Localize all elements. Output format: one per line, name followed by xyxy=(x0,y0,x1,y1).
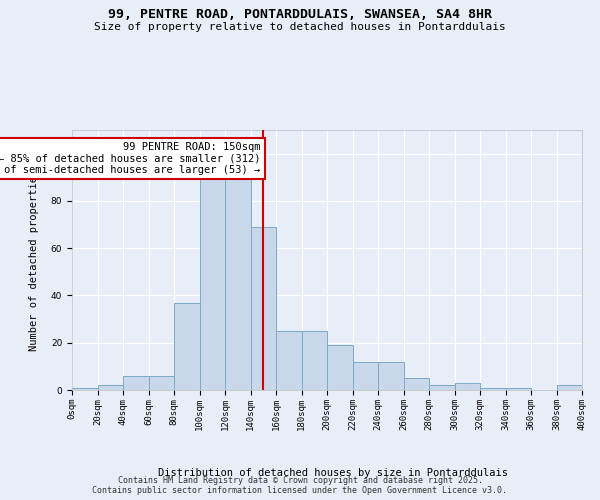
Text: 99 PENTRE ROAD: 150sqm
← 85% of detached houses are smaller (312)
15% of semi-de: 99 PENTRE ROAD: 150sqm ← 85% of detached… xyxy=(0,142,261,175)
Bar xyxy=(480,388,506,390)
Bar xyxy=(302,331,327,390)
Text: 99, PENTRE ROAD, PONTARDDULAIS, SWANSEA, SA4 8HR: 99, PENTRE ROAD, PONTARDDULAIS, SWANSEA,… xyxy=(108,8,492,20)
Bar xyxy=(353,362,378,390)
Bar xyxy=(251,227,276,390)
Bar xyxy=(404,378,429,390)
Bar xyxy=(97,386,123,390)
Y-axis label: Number of detached properties: Number of detached properties xyxy=(29,170,40,350)
Bar xyxy=(149,376,174,390)
Bar xyxy=(557,386,582,390)
Text: Contains HM Land Registry data © Crown copyright and database right 2025.
Contai: Contains HM Land Registry data © Crown c… xyxy=(92,476,508,495)
Bar xyxy=(378,362,404,390)
Bar xyxy=(123,376,149,390)
Bar xyxy=(276,331,302,390)
Bar xyxy=(174,302,199,390)
Bar xyxy=(225,170,251,390)
Bar xyxy=(506,388,531,390)
Bar xyxy=(72,388,97,390)
Text: Size of property relative to detached houses in Pontarddulais: Size of property relative to detached ho… xyxy=(94,22,506,32)
Bar xyxy=(455,383,480,390)
Bar xyxy=(429,386,455,390)
Bar xyxy=(199,175,225,390)
Bar xyxy=(327,345,353,390)
Text: Distribution of detached houses by size in Pontarddulais: Distribution of detached houses by size … xyxy=(158,468,508,477)
